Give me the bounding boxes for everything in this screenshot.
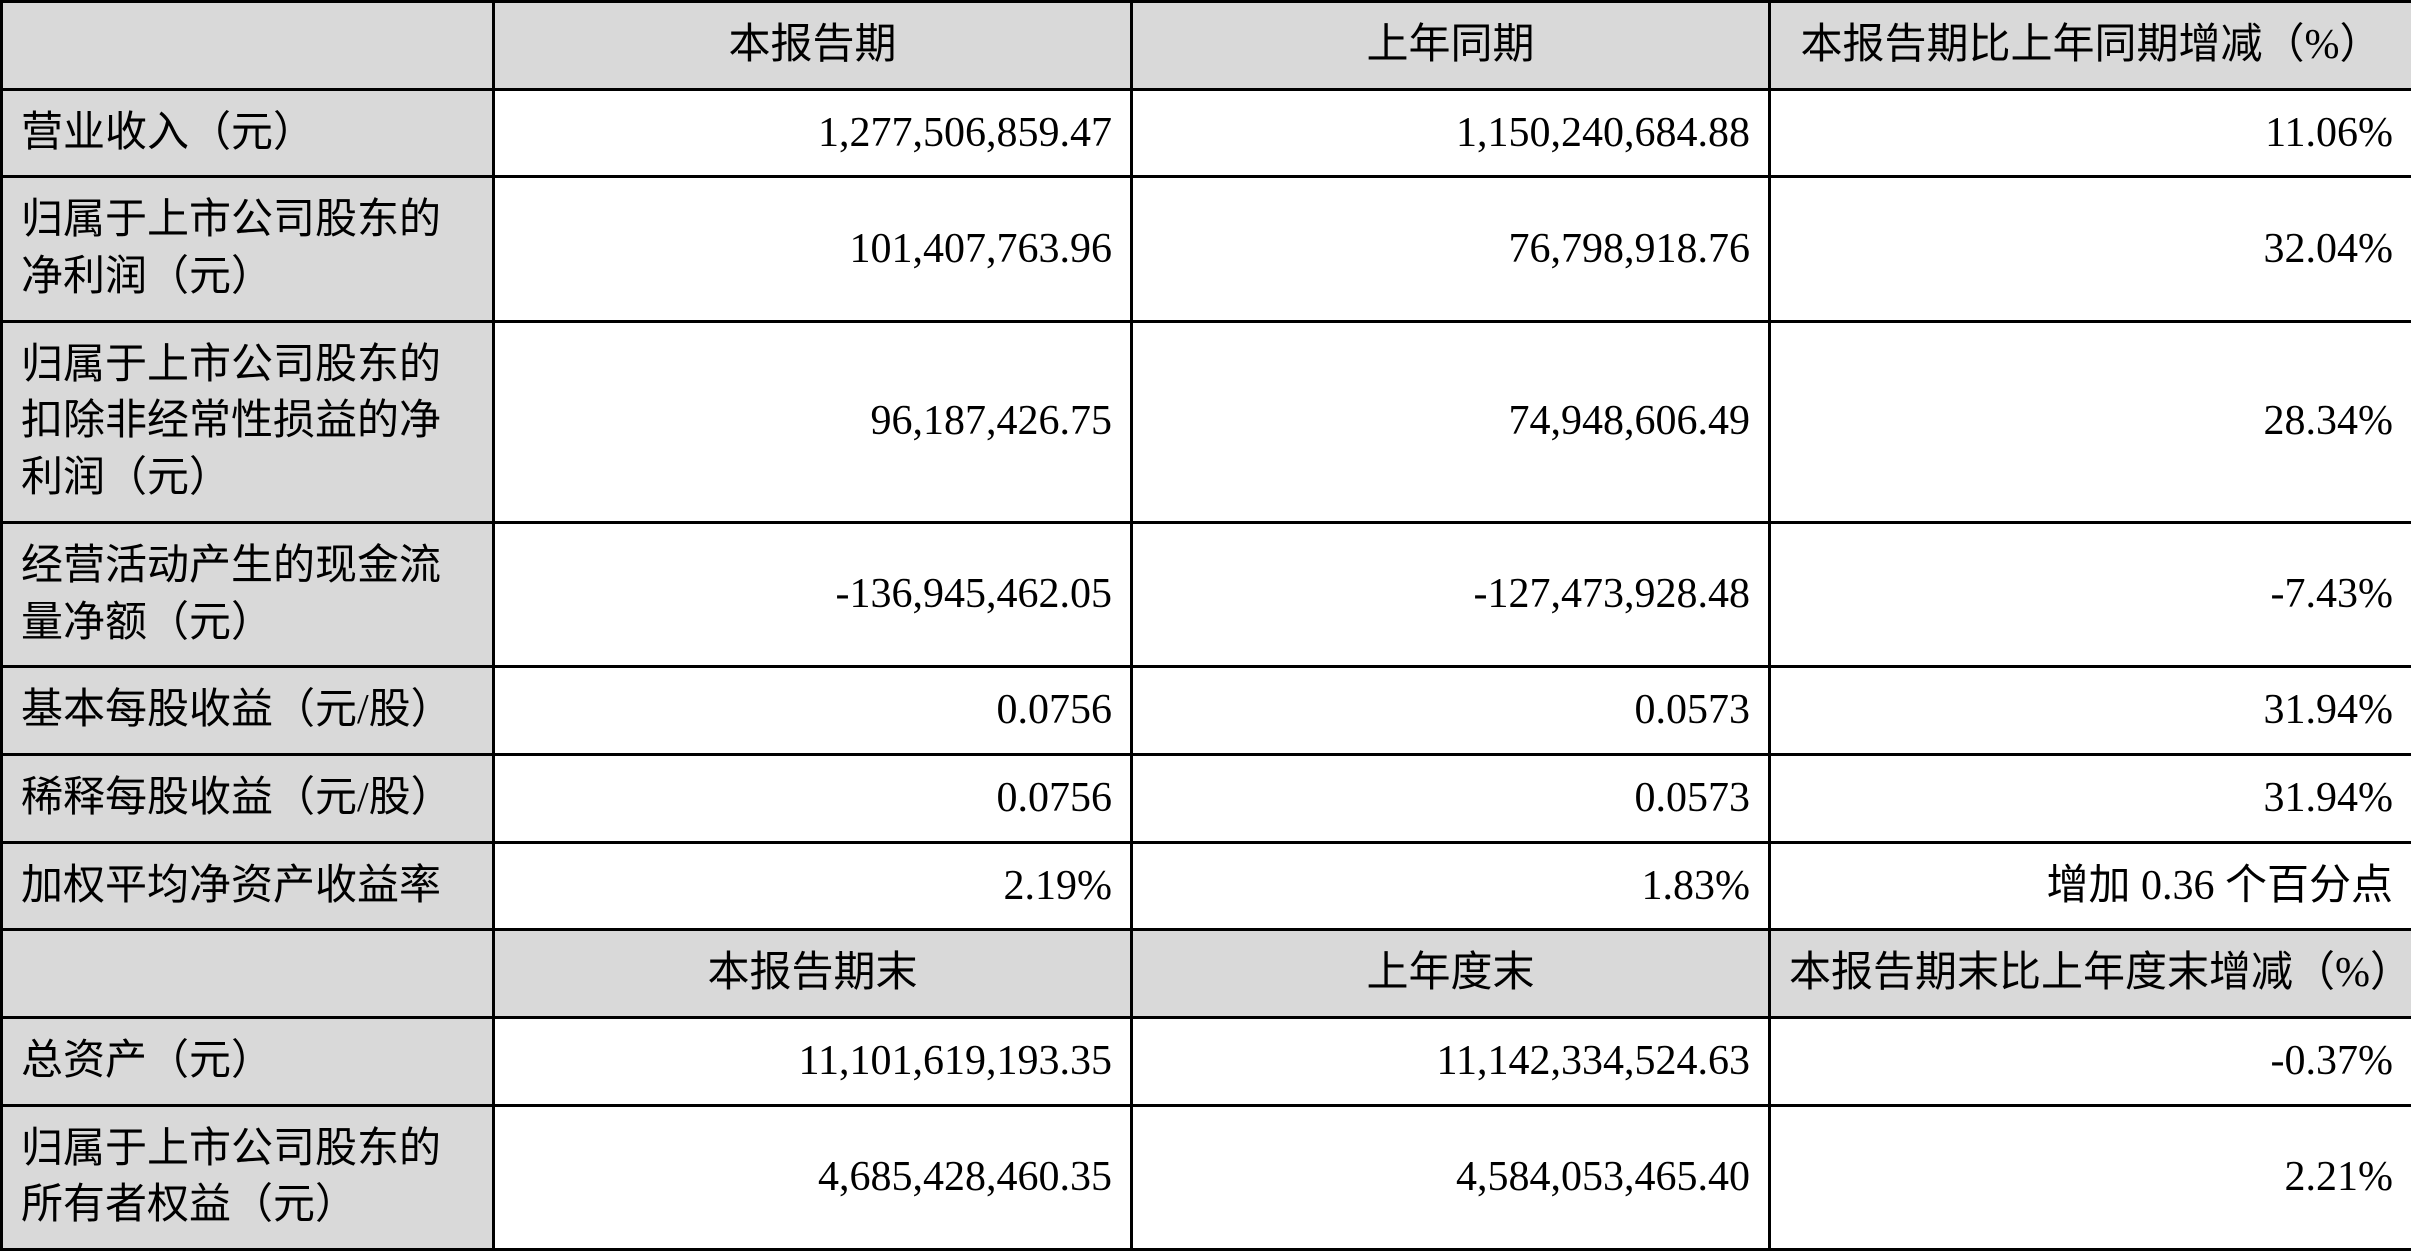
cell-value: 0.0756 <box>494 667 1132 755</box>
table-row: 归属于上市公司股东的净利润（元） 101,407,763.96 76,798,9… <box>2 177 2411 321</box>
row-label: 加权平均净资产收益率 <box>2 842 494 930</box>
row-label: 归属于上市公司股东的扣除非经常性损益的净利润（元） <box>2 321 494 522</box>
header-prior-year-end: 上年度末 <box>1132 930 1770 1018</box>
cell-value: 1,150,240,684.88 <box>1132 89 1770 177</box>
cell-value: 2.19% <box>494 842 1132 930</box>
cell-value: 74,948,606.49 <box>1132 321 1770 522</box>
table-row: 基本每股收益（元/股） 0.0756 0.0573 31.94% <box>2 667 2411 755</box>
cell-value: -7.43% <box>1770 522 2411 666</box>
cell-value: 96,187,426.75 <box>494 321 1132 522</box>
cell-value: 2.21% <box>1770 1105 2411 1249</box>
cell-value: -136,945,462.05 <box>494 522 1132 666</box>
cell-value: 11.06% <box>1770 89 2411 177</box>
table-row: 总资产（元） 11,101,619,193.35 11,142,334,524.… <box>2 1017 2411 1105</box>
table-row: 归属于上市公司股东的扣除非经常性损益的净利润（元） 96,187,426.75 … <box>2 321 2411 522</box>
row-label: 基本每股收益（元/股） <box>2 667 494 755</box>
financial-summary-table: 本报告期 上年同期 本报告期比上年同期增减（%） 营业收入（元） 1,277,5… <box>0 0 2411 1251</box>
cell-value: 11,142,334,524.63 <box>1132 1017 1770 1105</box>
cell-value: 1.83% <box>1132 842 1770 930</box>
table-row: 稀释每股收益（元/股） 0.0756 0.0573 31.94% <box>2 754 2411 842</box>
cell-value: 11,101,619,193.35 <box>494 1017 1132 1105</box>
header-change-pct: 本报告期比上年同期增减（%） <box>1770 2 2411 90</box>
header-change-pct-end: 本报告期末比上年度末增减（%） <box>1770 930 2411 1018</box>
cell-value: -0.37% <box>1770 1017 2411 1105</box>
cell-value: 0.0756 <box>494 754 1132 842</box>
row-label: 总资产（元） <box>2 1017 494 1105</box>
cell-value: 28.34% <box>1770 321 2411 522</box>
row-label: 归属于上市公司股东的净利润（元） <box>2 177 494 321</box>
table-row: 经营活动产生的现金流量净额（元） -136,945,462.05 -127,47… <box>2 522 2411 666</box>
header-prior-period: 上年同期 <box>1132 2 1770 90</box>
cell-value: 101,407,763.96 <box>494 177 1132 321</box>
cell-value: 4,584,053,465.40 <box>1132 1105 1770 1249</box>
row-label: 归属于上市公司股东的所有者权益（元） <box>2 1105 494 1249</box>
cell-value: -127,473,928.48 <box>1132 522 1770 666</box>
cell-value: 1,277,506,859.47 <box>494 89 1132 177</box>
row-label: 经营活动产生的现金流量净额（元） <box>2 522 494 666</box>
row-label: 稀释每股收益（元/股） <box>2 754 494 842</box>
table-row: 归属于上市公司股东的所有者权益（元） 4,685,428,460.35 4,58… <box>2 1105 2411 1249</box>
table-header-row: 本报告期末 上年度末 本报告期末比上年度末增减（%） <box>2 930 2411 1018</box>
cell-value: 4,685,428,460.35 <box>494 1105 1132 1249</box>
header-current-period: 本报告期 <box>494 2 1132 90</box>
cell-value: 0.0573 <box>1132 754 1770 842</box>
header-blank <box>2 2 494 90</box>
table-row: 营业收入（元） 1,277,506,859.47 1,150,240,684.8… <box>2 89 2411 177</box>
cell-value: 0.0573 <box>1132 667 1770 755</box>
cell-value: 31.94% <box>1770 754 2411 842</box>
table-header-row: 本报告期 上年同期 本报告期比上年同期增减（%） <box>2 2 2411 90</box>
financial-table-container: 本报告期 上年同期 本报告期比上年同期增减（%） 营业收入（元） 1,277,5… <box>0 0 2411 1251</box>
cell-value: 32.04% <box>1770 177 2411 321</box>
table-row: 加权平均净资产收益率 2.19% 1.83% 增加 0.36 个百分点 <box>2 842 2411 930</box>
header-blank <box>2 930 494 1018</box>
row-label: 营业收入（元） <box>2 89 494 177</box>
header-period-end: 本报告期末 <box>494 930 1132 1018</box>
cell-value: 增加 0.36 个百分点 <box>1770 842 2411 930</box>
cell-value: 76,798,918.76 <box>1132 177 1770 321</box>
cell-value: 31.94% <box>1770 667 2411 755</box>
